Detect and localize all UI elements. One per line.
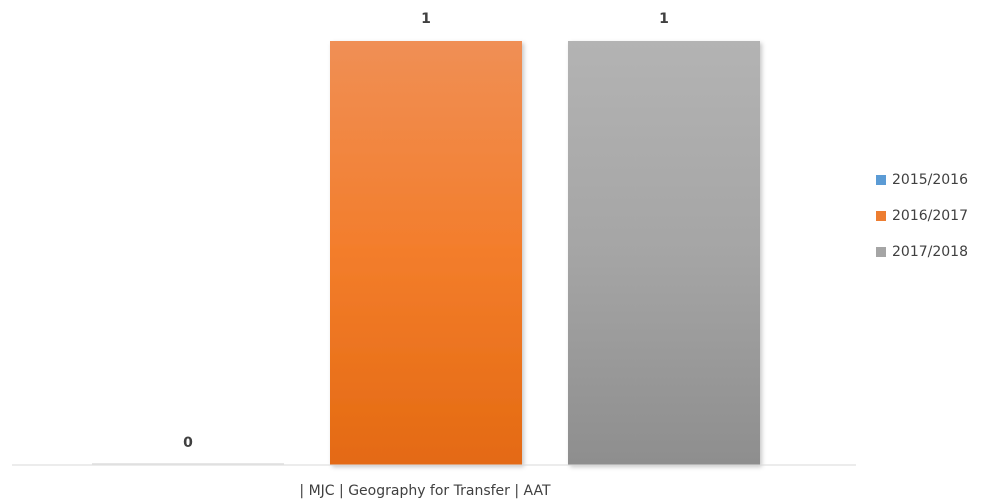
legend-swatch-2017-2018: [876, 247, 886, 257]
bar-2016-2017: [330, 41, 522, 465]
data-label-2017-2018: 1: [659, 11, 669, 27]
legend-label-2015-2016: 2015/2016: [892, 172, 968, 188]
legend-swatch-2016-2017: [876, 211, 886, 221]
data-label-2015-2016: 0: [183, 435, 193, 451]
legend-label-2016-2017: 2016/2017: [892, 208, 968, 224]
legend-item-2015-2016: 2015/2016: [876, 162, 968, 198]
data-label-2016-2017: 1: [421, 11, 431, 27]
x-axis-category-label: | MJC | Geography for Transfer | AAT: [299, 483, 551, 499]
legend-item-2016-2017: 2016/2017: [876, 198, 968, 234]
chart-legend: 2015/2016 2016/2017 2017/2018: [876, 162, 968, 270]
legend-label-2017-2018: 2017/2018: [892, 244, 968, 260]
legend-swatch-2015-2016: [876, 175, 886, 185]
bar-2017-2018: [568, 41, 760, 465]
legend-item-2017-2018: 2017/2018: [876, 234, 968, 270]
